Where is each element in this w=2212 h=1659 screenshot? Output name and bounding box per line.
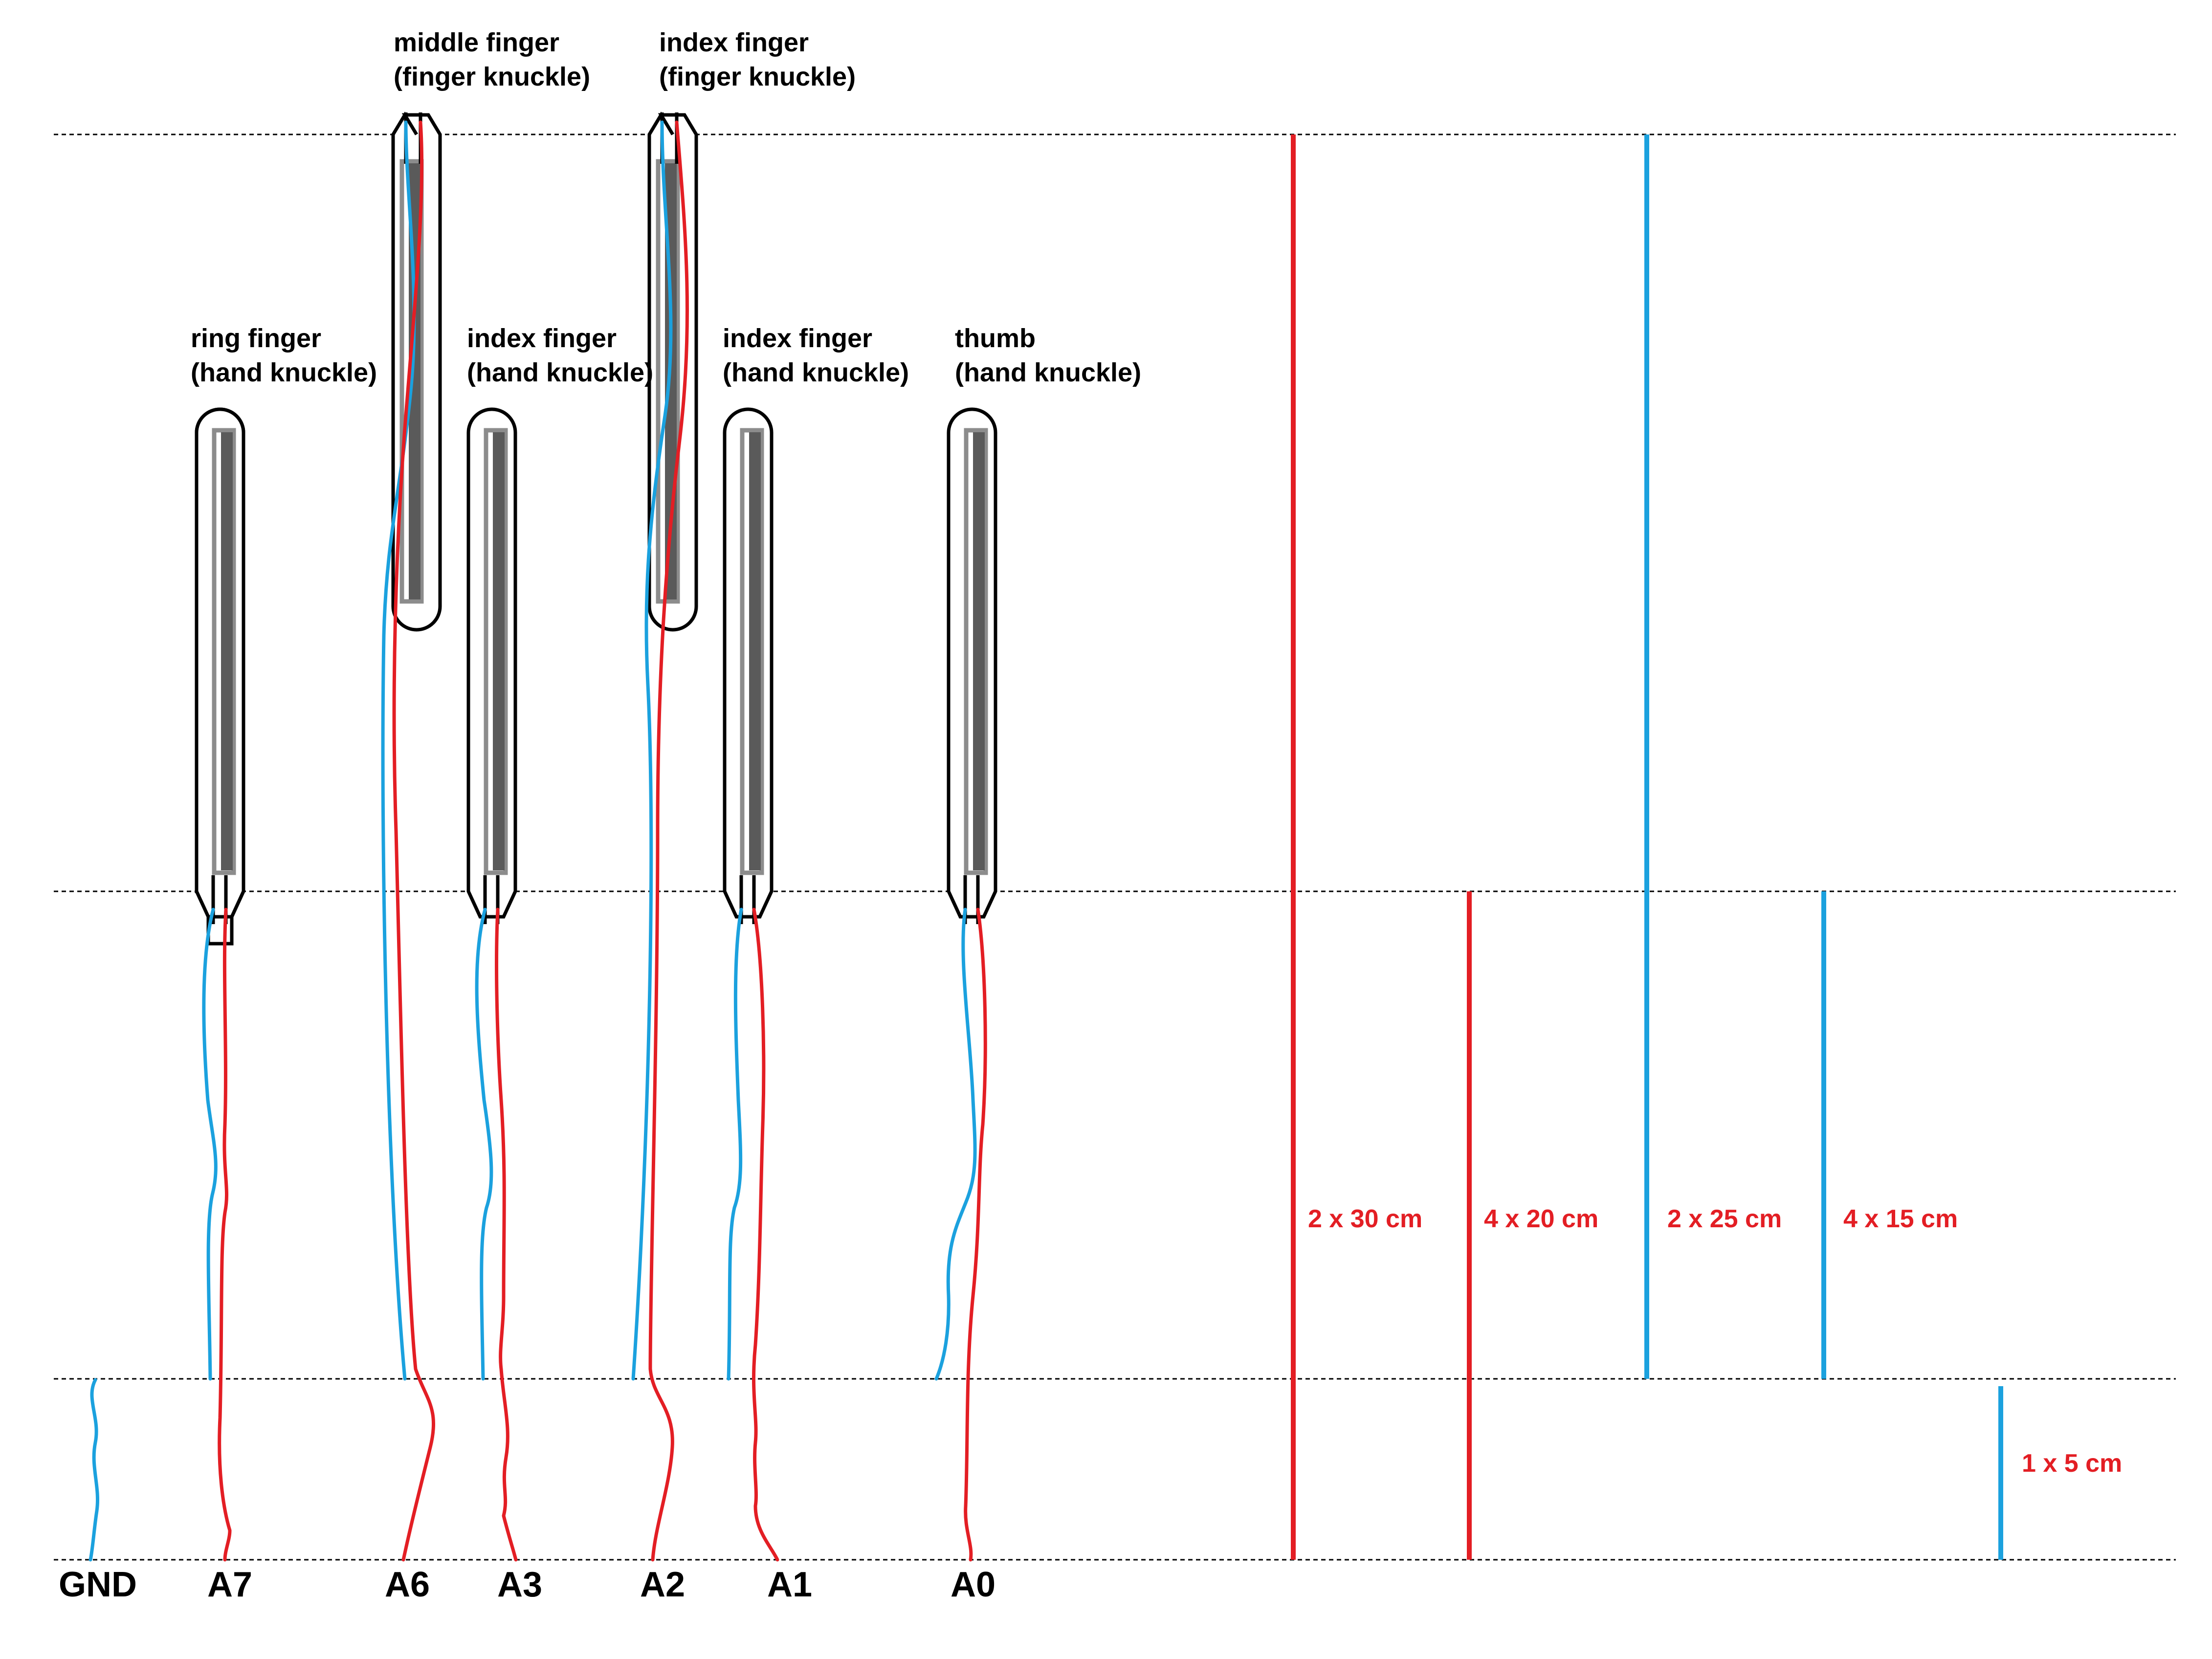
label-middle-finger: middle finger (finger knuckle) <box>394 28 590 91</box>
pin-label-a6: A6 <box>385 1565 430 1604</box>
blue-wire-ring <box>202 907 218 1381</box>
length-label-1x5: 1 x 5 cm <box>2022 1449 2122 1478</box>
label-index-finger-hand-right: index finger (hand knuckle) <box>723 324 909 387</box>
red-wire-a3 <box>495 907 518 1562</box>
length-label-4x15: 4 x 15 cm <box>1843 1205 1958 1233</box>
blue-wire-index-hand-left <box>475 907 493 1381</box>
red-wire-a1 <box>752 907 779 1562</box>
pin-label-a7: A7 <box>207 1565 252 1604</box>
blue-wire-index-hand-right <box>727 907 743 1381</box>
pin-label-a0: A0 <box>951 1565 995 1604</box>
label-index-finger-knuckle: index finger (finger knuckle) <box>659 28 856 91</box>
length-label-2x25: 2 x 25 cm <box>1667 1205 1782 1233</box>
length-label-2x30: 2 x 30 cm <box>1308 1205 1422 1233</box>
blue-wire-middle <box>381 120 416 1381</box>
sensor-index-finger-hand-right <box>723 407 774 924</box>
sensor-middle-finger <box>391 111 442 632</box>
red-wire-a2 <box>648 120 689 1562</box>
pin-label-a2: A2 <box>640 1565 685 1604</box>
pin-label-a3: A3 <box>497 1565 542 1604</box>
red-wire-a0 <box>964 907 987 1562</box>
sensor-ring-finger <box>195 407 245 946</box>
label-thumb: thumb (hand knuckle) <box>955 324 1141 387</box>
label-ring-finger: ring finger (hand knuckle) <box>191 324 377 387</box>
label-index-finger-hand-left: index finger (hand knuckle) <box>467 324 653 387</box>
length-label-4x20: 4 x 20 cm <box>1484 1205 1598 1233</box>
pin-label-gnd: GND <box>59 1565 137 1604</box>
red-wire-a7 <box>218 907 232 1562</box>
sensor-index-finger-hand-left <box>466 407 517 924</box>
red-wire-a6 <box>392 120 436 1562</box>
blue-wire-gnd <box>88 1378 100 1562</box>
sensor-thumb <box>947 407 997 924</box>
blue-wire-index-knuckle <box>631 120 673 1381</box>
pin-label-a1: A1 <box>767 1565 812 1604</box>
blue-wire-thumb <box>934 907 977 1381</box>
sensor-index-finger-knuckle <box>647 111 698 632</box>
